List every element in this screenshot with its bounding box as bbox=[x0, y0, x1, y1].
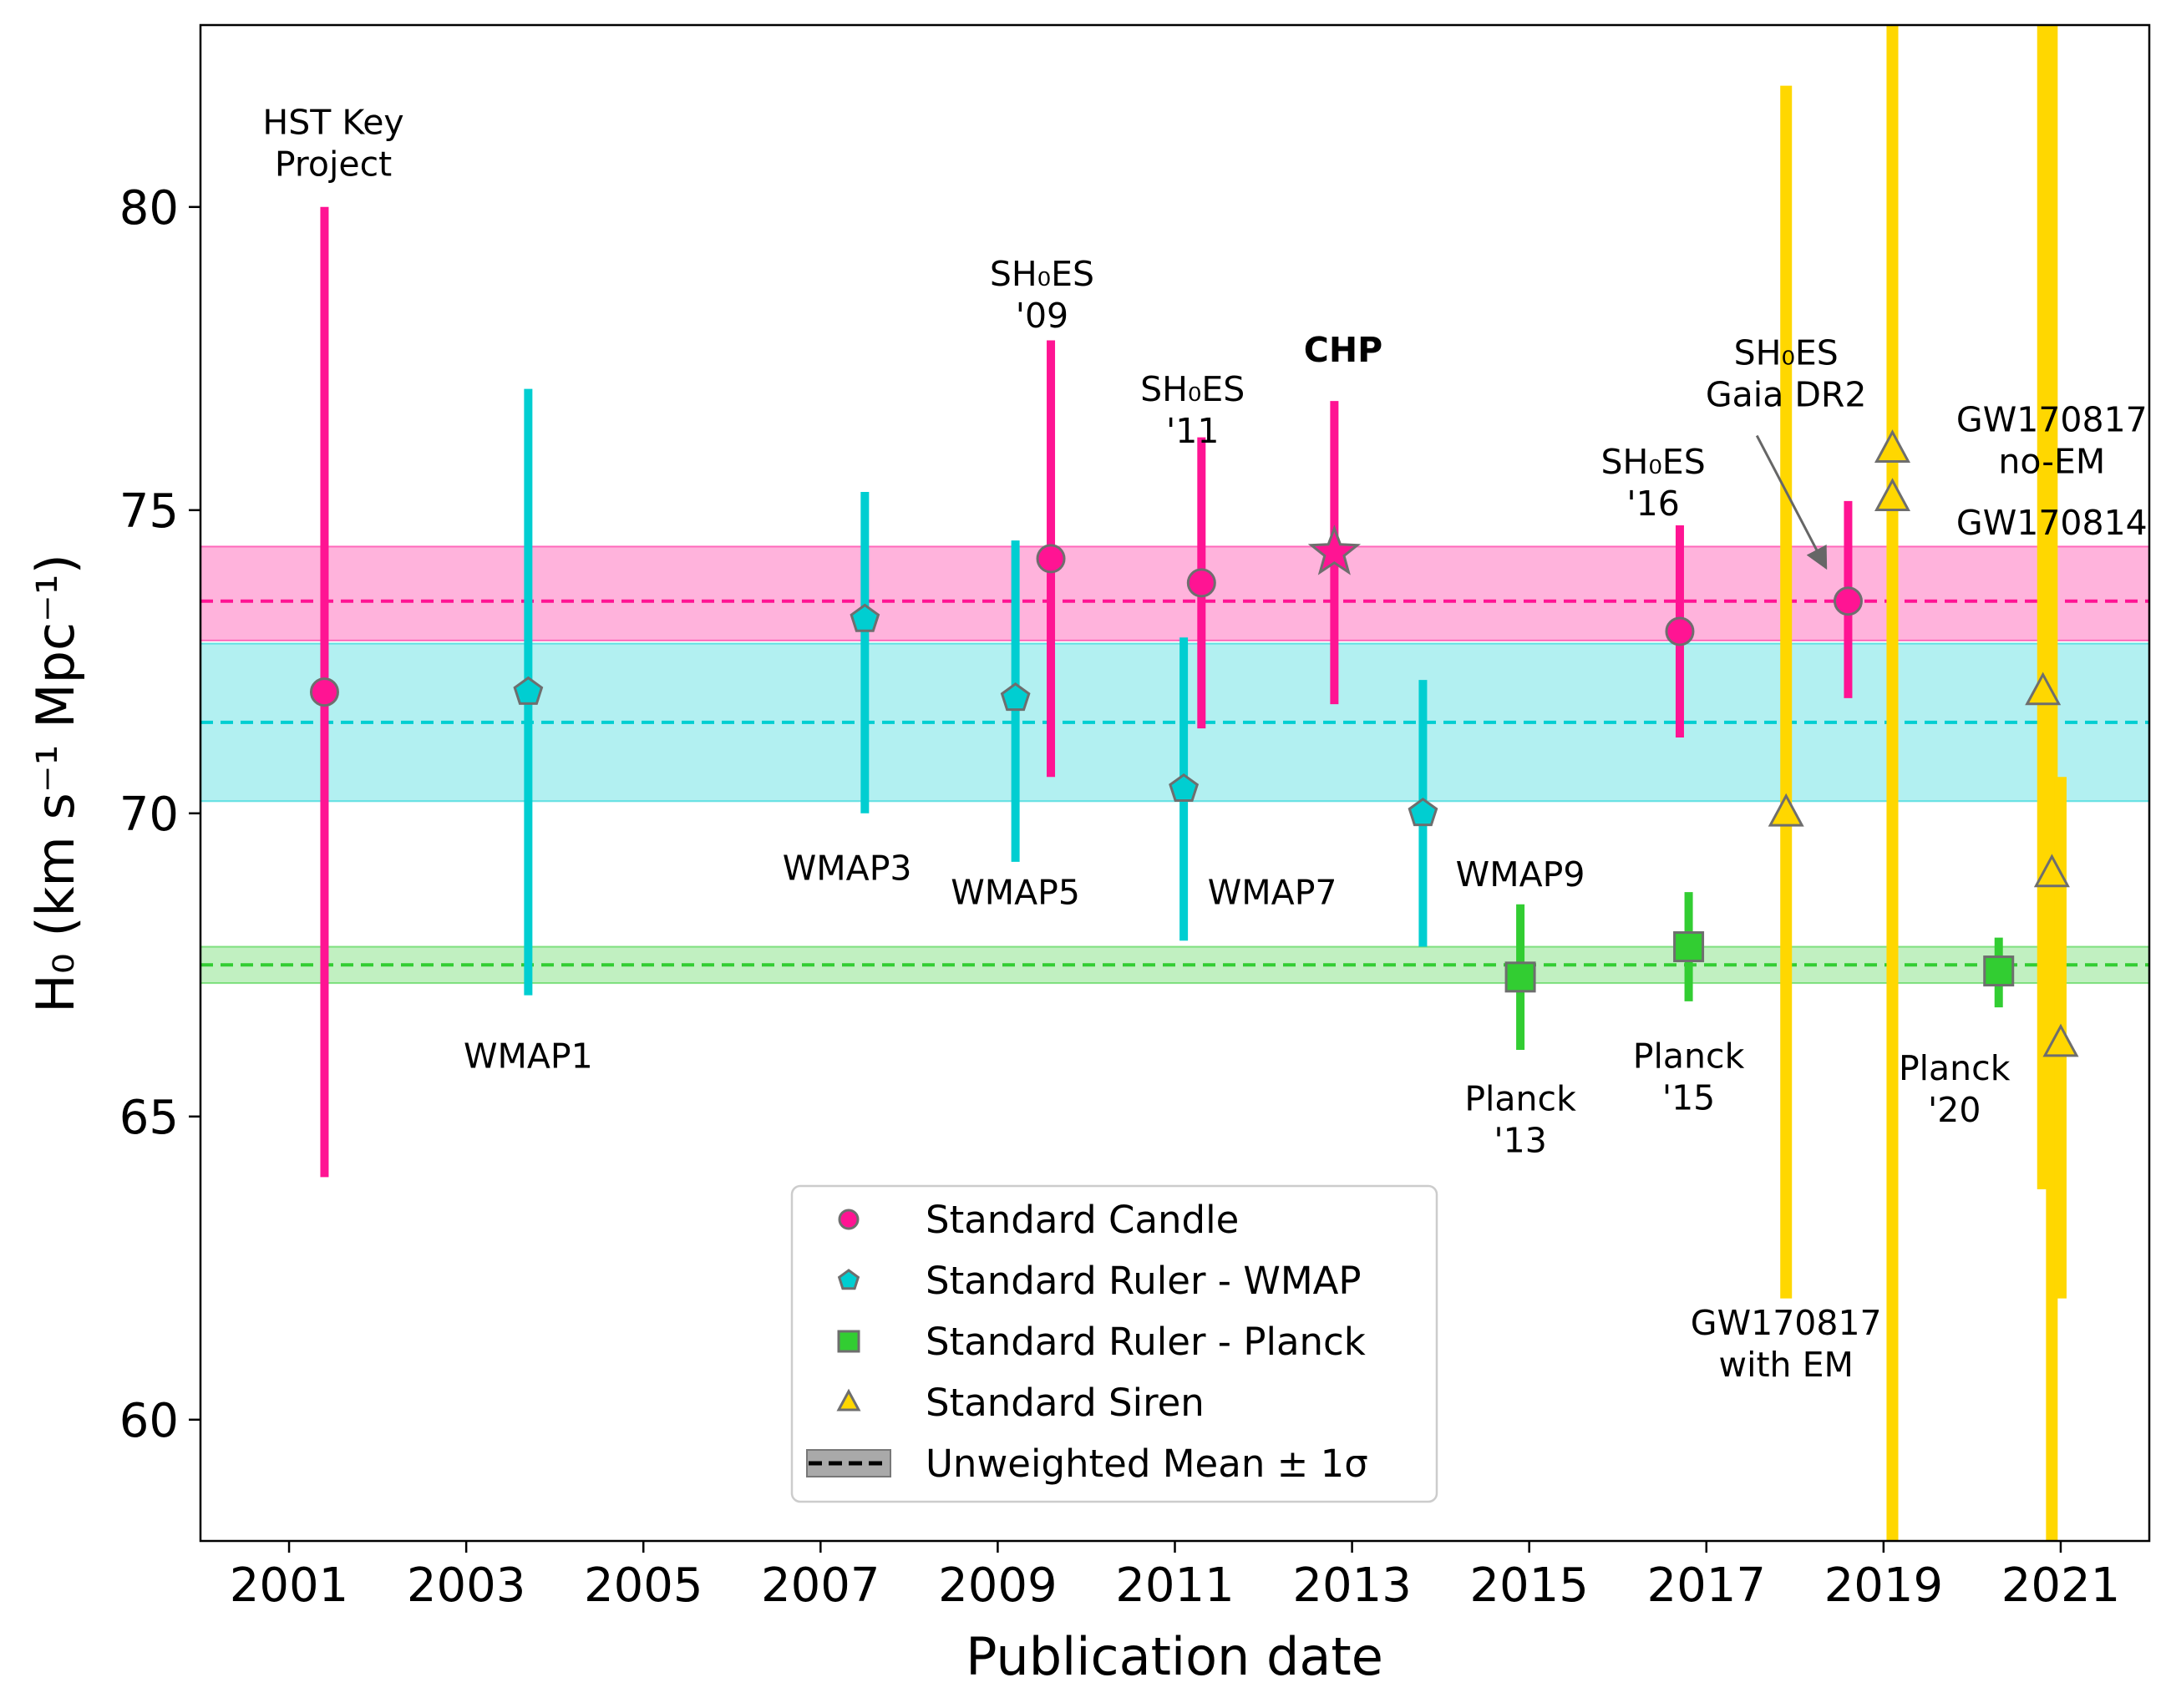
y-tick-label-75: 75 bbox=[119, 484, 179, 539]
x-tick-label-2011: 2011 bbox=[1115, 1558, 1235, 1613]
marker-standard-ruler-wmap-4 bbox=[1169, 773, 1200, 802]
legend-swatch-standard-candle bbox=[838, 1209, 860, 1230]
annotation-gw170817-with-em: GW170817 with EM bbox=[1691, 1303, 1882, 1385]
x-tick-label-2019: 2019 bbox=[1824, 1558, 1944, 1613]
marker-standard-candle-3 bbox=[1186, 568, 1216, 598]
x-tick-label-2003: 2003 bbox=[407, 1558, 526, 1613]
marker-standard-candle-1 bbox=[309, 677, 339, 707]
legend-swatch-standard-ruler-wmap bbox=[837, 1269, 860, 1290]
annotation-line: '15 bbox=[1662, 1078, 1715, 1118]
annotation-line: Planck bbox=[1899, 1048, 2011, 1088]
annotation-line: SH₀ES bbox=[1601, 442, 1706, 482]
x-tick-label-2013: 2013 bbox=[1292, 1558, 1412, 1613]
annotation-line: WMAP5 bbox=[951, 873, 1080, 913]
annotation-line: GW170817 bbox=[1956, 399, 2148, 439]
x-tick-label-2007: 2007 bbox=[761, 1558, 880, 1613]
marker-standard-ruler-planck-2 bbox=[1673, 931, 1705, 963]
annotation-line: '16 bbox=[1626, 484, 1679, 524]
annotation-line: Planck bbox=[1633, 1036, 1745, 1077]
x-tick-label-2021: 2021 bbox=[2001, 1558, 2121, 1613]
legend: Standard Candle Standard Ruler - WMAP Stan… bbox=[790, 1184, 1438, 1503]
annotation-sh0es-09: SH₀ES '09 bbox=[990, 254, 1094, 336]
x-tick-label-2001: 2001 bbox=[230, 1558, 349, 1613]
legend-label-standard-siren: Standard Siren bbox=[926, 1381, 1205, 1425]
annotation-line: WMAP9 bbox=[1456, 854, 1585, 895]
annotation-line: SH₀ES bbox=[990, 254, 1094, 294]
annotation-line: WMAP3 bbox=[783, 849, 912, 889]
legend-swatch-standard-ruler-planck bbox=[837, 1330, 860, 1353]
annotation-planck-20: Planck '20 bbox=[1899, 1048, 2011, 1130]
marker-standard-candle-4 bbox=[1307, 525, 1362, 575]
marker-standard-ruler-planck-3 bbox=[1983, 955, 2015, 987]
annotation-line: Planck bbox=[1464, 1079, 1576, 1119]
annotation-wmap7: WMAP7 bbox=[1208, 873, 1337, 913]
annotation-hst-key-project: HST Key Project bbox=[262, 103, 403, 185]
y-tick-label-60: 60 bbox=[119, 1394, 179, 1448]
y-axis: 60 65 70 75 80 bbox=[119, 181, 200, 1448]
x-axis: 2001 2003 2005 2007 2009 2011 2013 2015 2017 2019… bbox=[230, 1541, 2120, 1613]
marker-standard-siren-2 bbox=[1874, 429, 1911, 463]
legend-label-standard-ruler-planck: Standard Ruler - Planck bbox=[926, 1320, 1366, 1364]
annotation-planck-13: Planck '13 bbox=[1464, 1079, 1576, 1161]
annotation-line: WMAP7 bbox=[1208, 873, 1337, 913]
annotation-line: with EM bbox=[1719, 1345, 1854, 1385]
annotation-line: '13 bbox=[1494, 1121, 1546, 1161]
marker-standard-ruler-wmap-3 bbox=[1000, 682, 1031, 712]
annotation-gw170817-no-em: GW170817 no-EM bbox=[1956, 399, 2148, 481]
annotation-gw170814: GW170814 bbox=[1956, 503, 2148, 543]
annotation-line: '20 bbox=[1928, 1090, 1981, 1130]
annotation-sh0es-gaia-dr2: SH₀ES Gaia DR2 bbox=[1706, 333, 1867, 415]
annotation-sh0es-11: SH₀ES '11 bbox=[1140, 369, 1245, 451]
marker-standard-ruler-wmap-1 bbox=[513, 676, 544, 705]
annotation-line: SH₀ES bbox=[1140, 369, 1245, 409]
annotation-sh0es-16: SH₀ES '16 bbox=[1601, 442, 1706, 524]
annotation-line: SH₀ES bbox=[1734, 333, 1839, 373]
legend-label-unweighted-mean-1: Unweighted Mean ± 1σ bbox=[926, 1442, 1368, 1486]
marker-standard-ruler-wmap-2 bbox=[850, 603, 880, 632]
marker-standard-siren-3 bbox=[1874, 478, 1911, 511]
y-tick-label-65: 65 bbox=[119, 1091, 179, 1145]
y-axis-title: H₀ (km s⁻¹ Mpc⁻¹) bbox=[25, 554, 86, 1013]
annotation-wmap3: WMAP3 bbox=[783, 849, 912, 889]
y-tick-label-70: 70 bbox=[119, 788, 179, 842]
marker-standard-siren-1 bbox=[1768, 793, 1804, 827]
legend-frame bbox=[790, 1184, 1438, 1503]
x-tick-label-2009: 2009 bbox=[938, 1558, 1058, 1613]
marker-standard-candle-6 bbox=[1833, 586, 1863, 616]
legend-label-standard-ruler-wmap: Standard Ruler - WMAP bbox=[926, 1259, 1362, 1303]
x-tick-label-2015: 2015 bbox=[1469, 1558, 1589, 1613]
marker-standard-candle-2 bbox=[1036, 544, 1066, 574]
annotation-arrow bbox=[1755, 434, 1828, 570]
annotation-line: WMAP1 bbox=[464, 1036, 593, 1077]
annotation-line: '11 bbox=[1166, 411, 1219, 451]
annotation-wmap5: WMAP5 bbox=[951, 873, 1080, 913]
annotation-line: '09 bbox=[1016, 296, 1068, 336]
annotation-line: HST Key bbox=[262, 103, 403, 143]
annotation-line: Project bbox=[275, 144, 392, 185]
annotation-wmap1: WMAP1 bbox=[464, 1036, 593, 1077]
annotation-line: Gaia DR2 bbox=[1706, 375, 1867, 415]
legend-swatch-standard-siren bbox=[836, 1388, 861, 1412]
x-tick-label-2017: 2017 bbox=[1647, 1558, 1767, 1613]
marker-standard-siren-5 bbox=[2033, 854, 2070, 888]
annotation-line: CHP bbox=[1304, 330, 1382, 370]
marker-standard-ruler-wmap-5 bbox=[1408, 797, 1438, 827]
annotation-wmap9: WMAP9 bbox=[1456, 854, 1585, 895]
y-tick-label-80: 80 bbox=[119, 181, 179, 236]
marker-standard-ruler-planck-1 bbox=[1504, 961, 1536, 993]
marker-standard-candle-5 bbox=[1665, 616, 1695, 646]
annotation-planck-15: Planck '15 bbox=[1633, 1036, 1745, 1118]
annotation-line: no-EM bbox=[1998, 441, 2105, 481]
marker-standard-siren-4 bbox=[2025, 672, 2062, 706]
annotation-line: GW170817 bbox=[1691, 1303, 1882, 1343]
marker-standard-siren-6 bbox=[2042, 1023, 2079, 1057]
annotation-line: GW170814 bbox=[1956, 503, 2148, 543]
x-tick-label-2005: 2005 bbox=[584, 1558, 703, 1613]
markers-layer bbox=[309, 429, 2079, 1057]
legend-label-standard-candle: Standard Candle bbox=[926, 1198, 1239, 1242]
x-axis-title: Publication date bbox=[966, 1626, 1383, 1687]
annotation-chp: CHP bbox=[1304, 330, 1382, 370]
